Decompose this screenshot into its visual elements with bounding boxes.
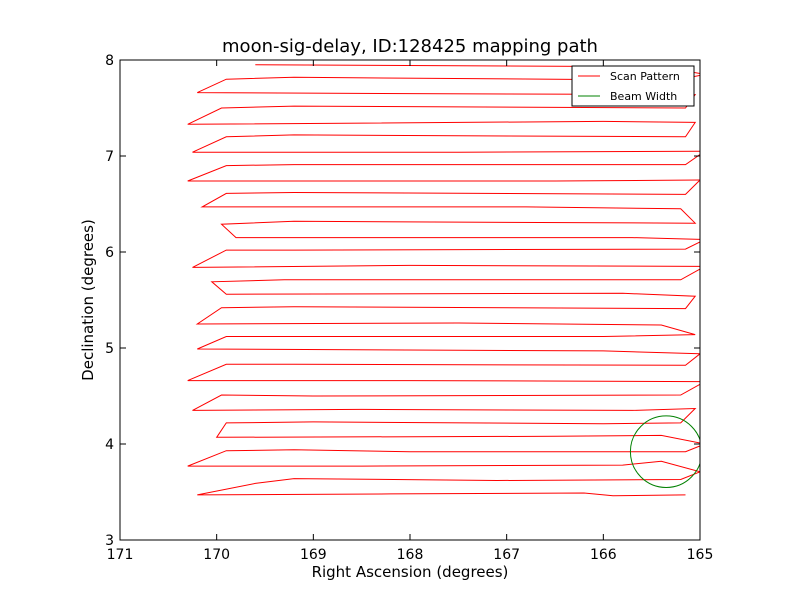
- y-tick-label: 3: [105, 533, 114, 549]
- series-line-scan-pattern: [187, 64, 700, 497]
- x-axis-label: Right Ascension (degrees): [312, 563, 509, 581]
- y-tick-label: 7: [105, 149, 114, 165]
- x-tick-label: 169: [300, 547, 327, 563]
- plot-area: [120, 60, 700, 540]
- legend-label-beam-width: Beam Width: [610, 90, 677, 103]
- legend-box: [571, 65, 695, 107]
- y-tick-label: 4: [105, 437, 114, 453]
- x-tick-label: 168: [397, 547, 424, 563]
- y-tick-label: 6: [105, 245, 114, 261]
- legend-label-scan-pattern: Scan Pattern: [610, 70, 680, 83]
- y-tick-label: 8: [105, 53, 114, 69]
- series-circle-beam-width: [629, 415, 700, 488]
- legend: Scan Pattern Beam Width: [571, 65, 695, 107]
- x-tick-label: 171: [107, 547, 134, 563]
- y-axis-ticks: 3 4 5 6 7 8: [105, 53, 700, 549]
- x-tick-label: 165: [687, 547, 714, 563]
- y-axis-label: Declination (degrees): [79, 219, 97, 381]
- chart-title: moon-sig-delay, ID:128425 mapping path: [222, 36, 598, 57]
- plot-group: [187, 64, 700, 497]
- x-axis-ticks: 171 170 169 168 167 166 165: [107, 60, 714, 563]
- x-tick-label: 166: [590, 547, 617, 563]
- x-tick-label: 167: [493, 547, 520, 563]
- x-tick-label: 170: [203, 547, 230, 563]
- y-tick-label: 5: [105, 341, 114, 357]
